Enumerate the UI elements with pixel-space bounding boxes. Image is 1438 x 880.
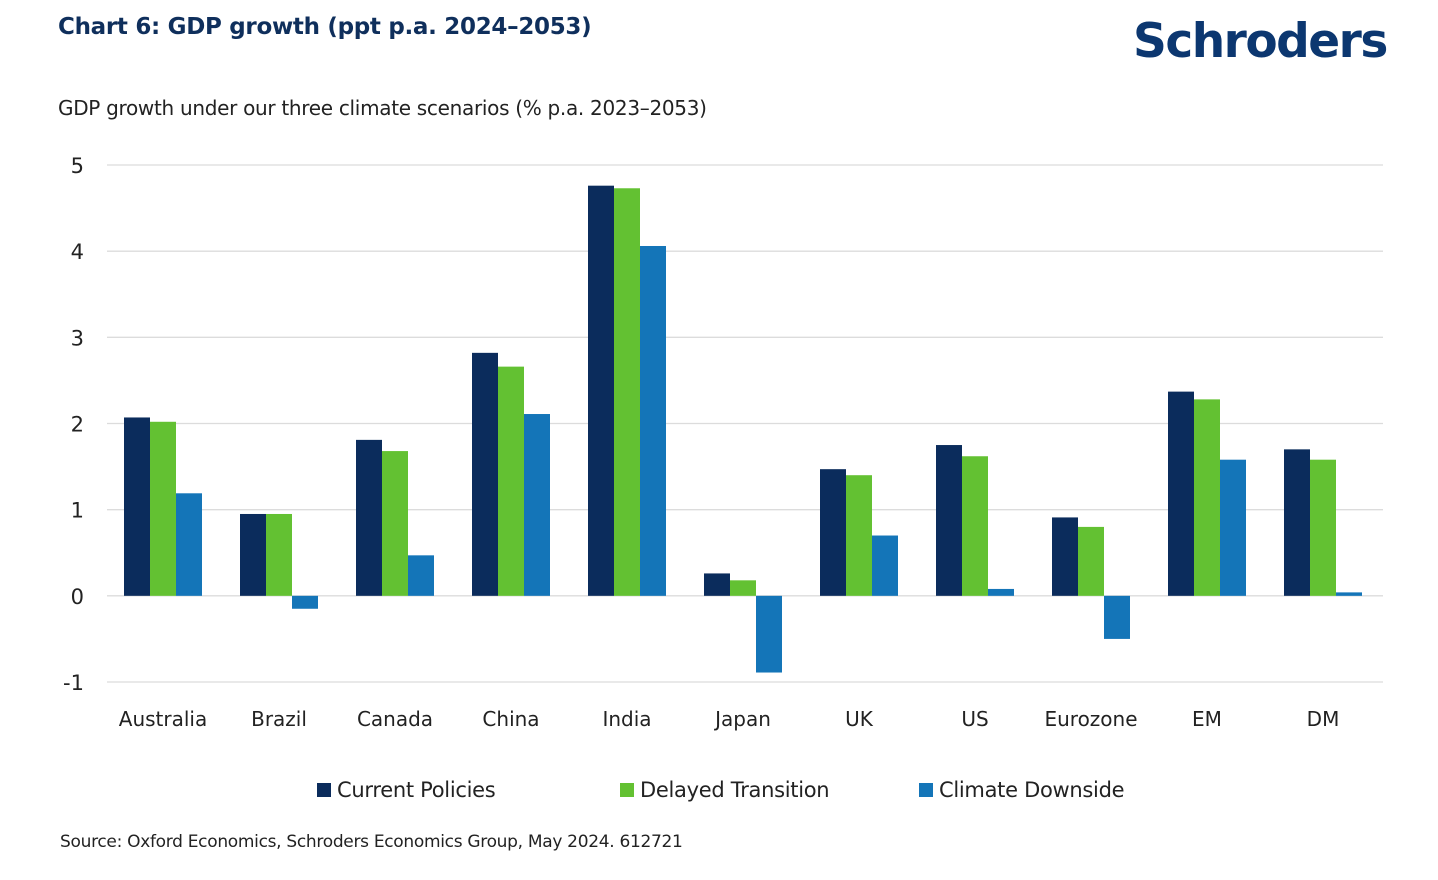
bar-delayed-transition-dm [1310, 459, 1336, 596]
bar-delayed-transition-em [1194, 399, 1220, 596]
x-tick-label: Eurozone [1044, 707, 1137, 731]
x-tick-label: India [602, 707, 651, 731]
bar-climate-downside-canada [408, 555, 434, 596]
bar-current-policies-australia [124, 417, 150, 596]
bar-delayed-transition-japan [730, 580, 756, 596]
bar-climate-downside-brazil [292, 595, 318, 609]
legend-label: Current Policies [337, 778, 496, 802]
bar-delayed-transition-eurozone [1078, 526, 1104, 596]
legend-swatch-current-policies [317, 783, 331, 797]
bar-current-policies-dm [1284, 449, 1310, 596]
y-tick-label: 4 [71, 240, 84, 264]
y-axis-ticks: 5 4 3 2 1 0 -1 [63, 154, 84, 695]
bar-chart: 5 4 3 2 1 0 -1 Australia Brazil Canada China India… [63, 154, 1383, 731]
x-tick-label: China [482, 707, 539, 731]
y-tick-label: 0 [71, 585, 84, 609]
bar-climate-downside-em [1220, 459, 1246, 596]
chart-title: Chart 6: GDP growth (ppt p.a. 2024–2053) [58, 14, 592, 40]
y-tick-label: 3 [71, 326, 84, 350]
legend-item-climate-downside: Climate Downside [919, 778, 1125, 802]
source-note: Source: Oxford Economics, Schroders Econ… [60, 832, 683, 852]
bar-current-policies-eurozone [1052, 517, 1078, 596]
bar-delayed-transition-canada [382, 451, 408, 596]
bar-delayed-transition-australia [150, 421, 176, 596]
legend-swatch-delayed-transition [620, 783, 634, 797]
bar-current-policies-us [936, 445, 962, 596]
x-tick-label: Canada [357, 707, 433, 731]
y-tick-label: 2 [71, 413, 84, 437]
x-tick-label: Brazil [251, 707, 307, 731]
y-tick-label: 1 [71, 499, 84, 523]
y-tick-label: 5 [71, 154, 84, 178]
bar-delayed-transition-china [498, 366, 524, 596]
x-tick-label: US [961, 707, 988, 731]
y-tick-label: -1 [63, 671, 84, 695]
x-tick-label: Australia [119, 707, 207, 731]
bar-climate-downside-china [524, 414, 550, 596]
bar-climate-downside-dm [1336, 592, 1362, 596]
bar-delayed-transition-uk [846, 475, 872, 596]
x-axis-ticks: Australia Brazil Canada China India Japan UK US… [119, 707, 1340, 731]
x-tick-label: EM [1192, 707, 1222, 731]
bar-climate-downside-australia [176, 493, 202, 596]
bar-current-policies-india [588, 185, 614, 596]
chart-subtitle: GDP growth under our three climate scena… [58, 96, 707, 120]
bar-current-policies-japan [704, 573, 730, 596]
bar-delayed-transition-us [962, 456, 988, 596]
bar-delayed-transition-brazil [266, 513, 292, 596]
bar-current-policies-china [472, 352, 498, 596]
legend-item-delayed-transition: Delayed Transition [620, 778, 830, 802]
bar-climate-downside-us [988, 588, 1014, 596]
bar-climate-downside-japan [756, 595, 782, 673]
bar-current-policies-canada [356, 439, 382, 596]
legend-label: Climate Downside [939, 778, 1125, 802]
legend-swatch-climate-downside [919, 783, 933, 797]
legend-label: Delayed Transition [640, 778, 830, 802]
bar-delayed-transition-india [614, 188, 640, 596]
bar-current-policies-uk [820, 469, 846, 596]
bar-climate-downside-eurozone [1104, 595, 1130, 639]
x-tick-label: Japan [713, 707, 771, 731]
x-tick-label: DM [1307, 707, 1340, 731]
bars [124, 185, 1362, 673]
bar-current-policies-brazil [240, 513, 266, 596]
legend-item-current-policies: Current Policies [317, 778, 496, 802]
bar-climate-downside-india [640, 245, 666, 596]
schroders-logo: Schroders [1133, 14, 1388, 69]
legend: Current Policies Delayed Transition Clim… [0, 778, 1438, 810]
bar-climate-downside-uk [872, 535, 898, 596]
bar-current-policies-em [1168, 391, 1194, 596]
x-tick-label: UK [845, 707, 874, 731]
